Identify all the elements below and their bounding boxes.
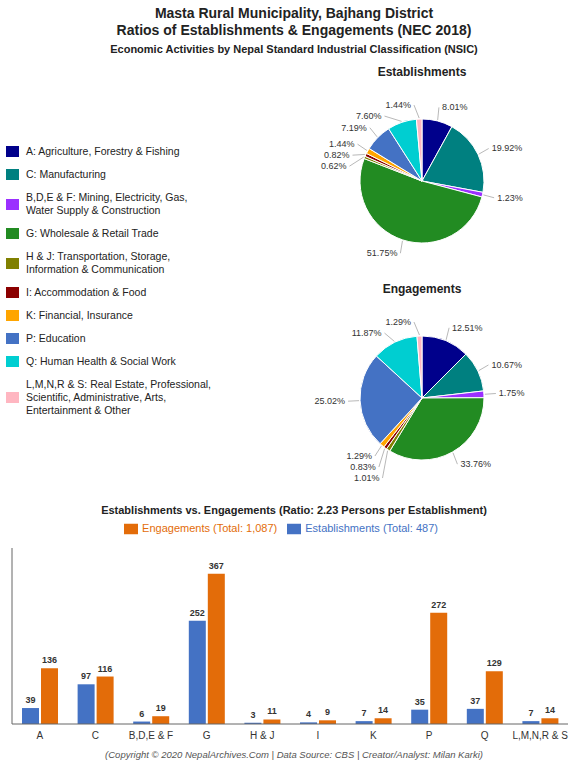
html-text:(Copyright © 2020 NepalArchive: (Copyright © 2020 NepalArchives.Com | Da… [105, 749, 483, 760]
html-text:B,D,E & F: Mining, Electricity: B,D,E & F: Mining, Electricity, Gas, Wat… [26, 191, 188, 216]
svg-text:367: 367 [209, 561, 224, 571]
html-text:I: Accommodation & Food: I: Accommodation & Food [26, 286, 147, 298]
html-text:K: Financial, Insurance: K: Financial, Insurance [26, 309, 133, 321]
html-text:Economic Activities by Nepal S: Economic Activities by Nepal Standard In… [110, 43, 478, 55]
svg-text:19: 19 [156, 703, 166, 713]
svg-text:14: 14 [378, 705, 388, 715]
svg-text:51.75%: 51.75% [367, 248, 398, 258]
html-text:G: Wholesale & Retail Trade: G: Wholesale & Retail Trade [26, 227, 159, 239]
html-text:A: Agriculture, Forestry & Fis: A: Agriculture, Forestry & Fishing [26, 145, 180, 157]
svg-text:1.29%: 1.29% [385, 317, 411, 327]
svg-text:1.44%: 1.44% [385, 100, 411, 110]
html-text:Engagements (Total: 1,087): Engagements (Total: 1,087) [142, 522, 278, 534]
html-text:Engagements: Engagements [382, 282, 462, 296]
svg-text:1.23%: 1.23% [497, 193, 523, 203]
svg-text:I: I [316, 730, 319, 741]
svg-text:252: 252 [190, 608, 205, 618]
svg-text:Q: Q [481, 730, 489, 741]
svg-text:10.67%: 10.67% [491, 360, 522, 370]
svg-text:7.19%: 7.19% [341, 123, 367, 133]
svg-text:B,D,E & F: B,D,E & F [129, 730, 173, 741]
svg-text:11: 11 [267, 706, 277, 716]
html-text:C: Manufacturing: C: Manufacturing [26, 168, 106, 180]
svg-text:6: 6 [139, 709, 144, 719]
svg-text:1.01%: 1.01% [354, 473, 380, 483]
svg-text:35: 35 [415, 697, 425, 707]
svg-text:37: 37 [470, 696, 480, 706]
svg-text:136: 136 [42, 655, 57, 665]
svg-text:8.01%: 8.01% [442, 102, 468, 112]
svg-text:1.44%: 1.44% [329, 139, 355, 149]
svg-text:0.83%: 0.83% [350, 462, 376, 472]
html-text:Q: Human Health & Social Work: Q: Human Health & Social Work [26, 355, 176, 367]
html-text:Establishments (Total: 487): Establishments (Total: 487) [305, 522, 438, 534]
svg-text:K: K [370, 730, 377, 741]
html-text:Masta Rural Municipality, Bajh: Masta Rural Municipality, Bajhang Distri… [154, 5, 434, 21]
svg-text:P: P [426, 730, 433, 741]
svg-text:11.87%: 11.87% [352, 328, 382, 338]
svg-text:7.60%: 7.60% [356, 111, 382, 121]
svg-text:12.51%: 12.51% [452, 323, 483, 333]
svg-text:129: 129 [487, 658, 502, 668]
svg-text:4: 4 [306, 709, 311, 719]
svg-text:39: 39 [26, 695, 36, 705]
svg-text:3: 3 [250, 710, 255, 720]
svg-text:0.62%: 0.62% [321, 161, 347, 171]
svg-text:1.75%: 1.75% [499, 388, 525, 398]
html-text:Ratios of Establishments & Eng: Ratios of Establishments & Engagements (… [116, 22, 472, 38]
html-text:H & J: Transportation, Storage: H & J: Transportation, Storage, Informat… [26, 250, 171, 275]
svg-text:A: A [36, 730, 43, 741]
svg-text:7: 7 [362, 708, 367, 718]
svg-text:1.29%: 1.29% [346, 451, 372, 461]
svg-text:25.02%: 25.02% [315, 396, 346, 406]
svg-text:272: 272 [431, 600, 446, 610]
svg-text:9: 9 [325, 707, 330, 717]
svg-text:97: 97 [81, 671, 91, 681]
svg-text:19.92%: 19.92% [492, 143, 523, 153]
svg-text:L,M,N,R & S: L,M,N,R & S [512, 730, 568, 741]
html-text:P: Education: P: Education [26, 332, 86, 344]
html-text:L,M,N,R & S: Real Estate, Prof: L,M,N,R & S: Real Estate, Professional, … [26, 378, 211, 416]
svg-text:14: 14 [545, 705, 555, 715]
svg-text:C: C [92, 730, 99, 741]
svg-text:33.76%: 33.76% [460, 459, 491, 469]
svg-text:7: 7 [528, 708, 533, 718]
html-text:Establishments: Establishments [377, 65, 467, 79]
svg-text:0.82%: 0.82% [324, 150, 350, 160]
svg-text:116: 116 [98, 664, 113, 674]
svg-text:G: G [203, 730, 211, 741]
html-text:Establishments vs. Engagements: Establishments vs. Engagements (Ratio: 2… [101, 504, 487, 516]
svg-text:H & J: H & J [250, 730, 274, 741]
